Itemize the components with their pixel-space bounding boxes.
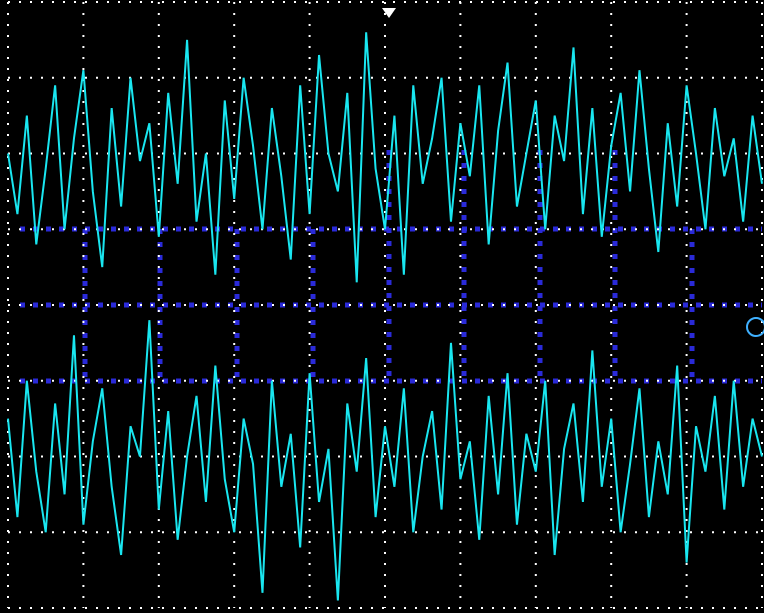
channel-marker — [746, 317, 764, 337]
traces — [7, 32, 763, 601]
trigger-marker — [382, 8, 396, 18]
trace — [7, 320, 763, 601]
trace — [7, 32, 763, 283]
